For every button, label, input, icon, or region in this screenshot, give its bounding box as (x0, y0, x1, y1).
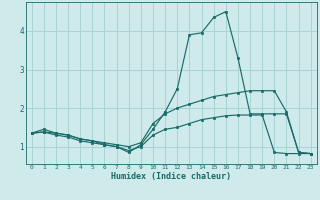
X-axis label: Humidex (Indice chaleur): Humidex (Indice chaleur) (111, 172, 231, 181)
